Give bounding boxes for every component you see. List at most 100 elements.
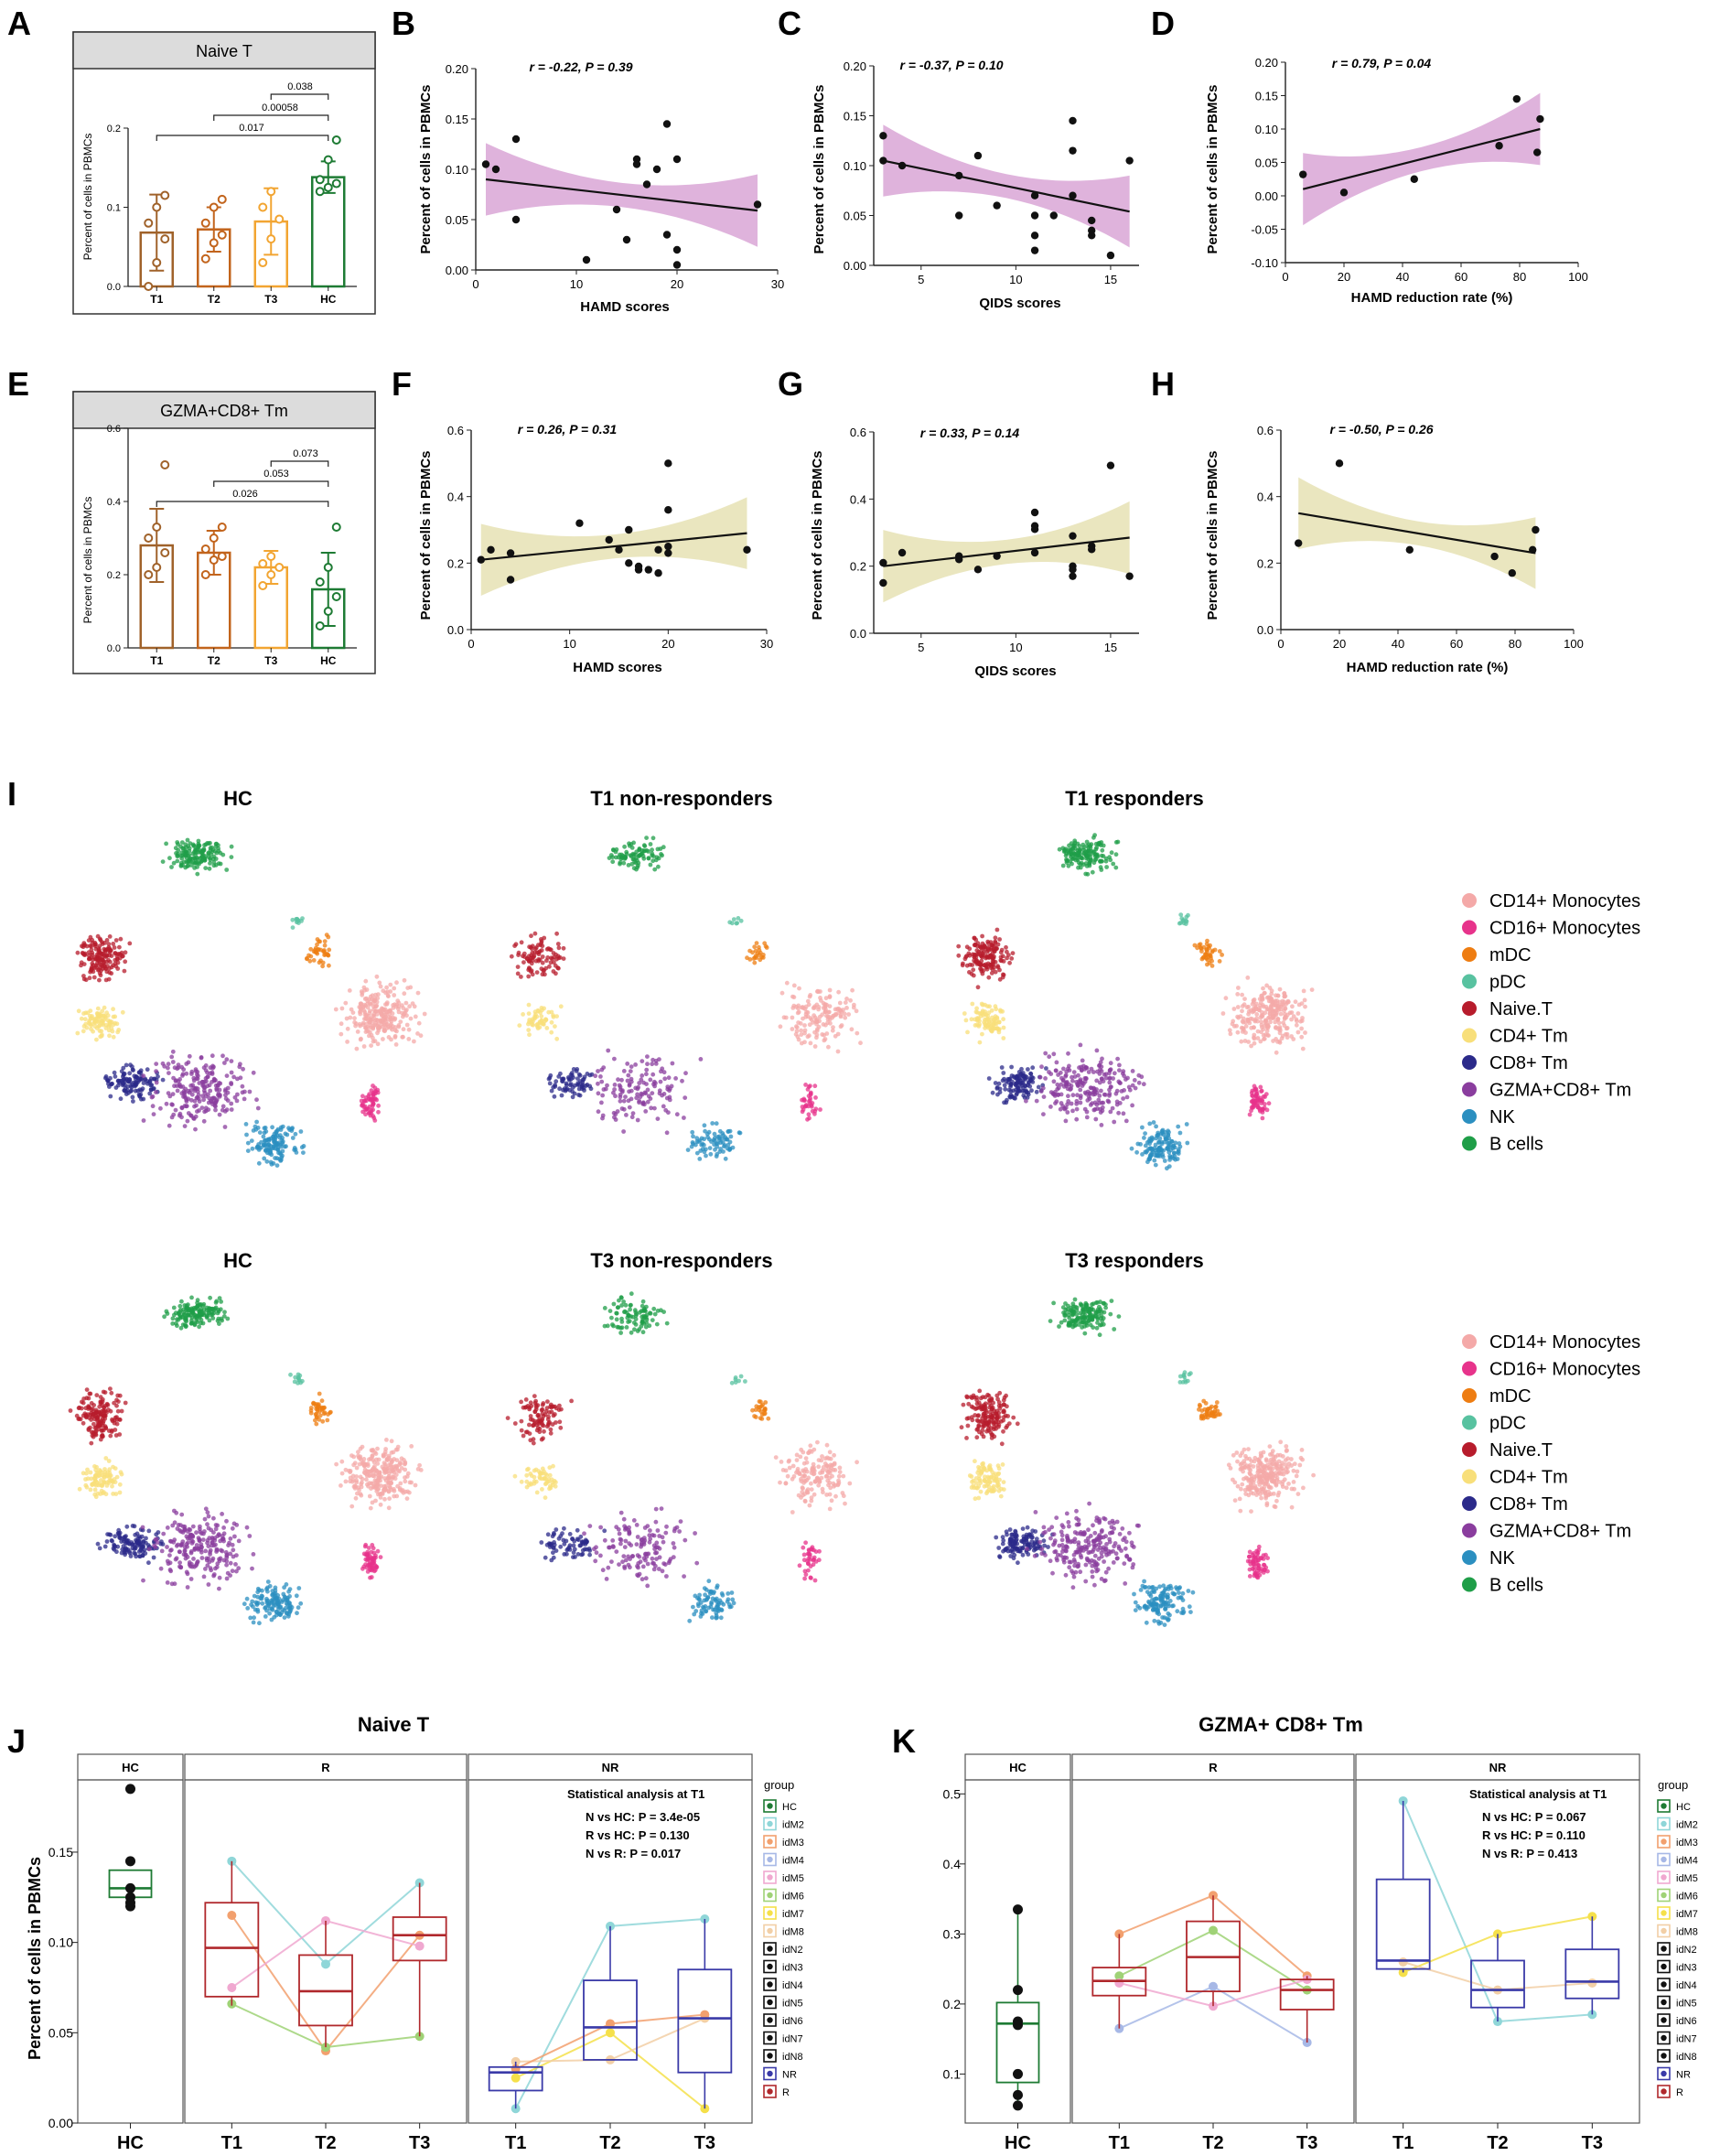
umap-cell-point (377, 980, 382, 986)
umap-cell-point (1176, 1124, 1181, 1129)
umap-cell-point (1269, 991, 1274, 997)
umap-cell-point (313, 1412, 318, 1417)
umap-cell-point (77, 1405, 82, 1410)
umap-cell-point (1002, 1083, 1007, 1088)
umap-cell-point (1112, 1071, 1117, 1076)
umap-cell-point (89, 1407, 94, 1413)
umap-cell-point (189, 1295, 194, 1300)
umap-cell-point (1245, 1018, 1251, 1022)
umap-cell-point (381, 1024, 385, 1029)
umap-cell-point (176, 1317, 181, 1322)
umap-cell-point (251, 1128, 256, 1133)
data-point (1125, 572, 1134, 580)
umap-cell-point (1172, 1145, 1177, 1150)
umap-cell-point (100, 1402, 105, 1407)
umap-cell-point (993, 959, 998, 965)
umap-cell-point (579, 1086, 585, 1092)
umap-cell-point (821, 1006, 826, 1010)
umap-cell-point (179, 1542, 185, 1547)
data-point (491, 165, 500, 174)
umap-cell-point (629, 1096, 634, 1102)
umap-cell-point (1083, 1091, 1089, 1096)
umap-cell-point (218, 1093, 222, 1098)
umap-cell-point (384, 1466, 390, 1471)
umap-cell-point (286, 1589, 291, 1594)
umap-cell-point (1099, 1123, 1104, 1127)
umap-cell-point (189, 1564, 195, 1569)
umap-cell-point (232, 1094, 238, 1100)
umap-title-r1-3: T1 responders (1065, 787, 1204, 810)
umap-cell-point (541, 1022, 546, 1027)
umap-cell-point (1153, 1142, 1158, 1148)
umap-cell-point (213, 1100, 219, 1105)
umap-cell-point (105, 1532, 110, 1536)
x-tick-label: 5 (918, 273, 924, 286)
umap-cell-point (650, 1062, 655, 1067)
umap-cell-point (84, 1387, 90, 1392)
umap-cell-point (1277, 1030, 1283, 1036)
umap-cell-point (124, 1524, 130, 1529)
umap-cell-point (207, 1318, 212, 1323)
umap-cell-point (189, 1315, 195, 1321)
data-point (898, 548, 907, 557)
umap-cell-point (1084, 1109, 1090, 1115)
umap-cell-point (158, 1566, 164, 1571)
umap-cell-point (640, 1073, 645, 1078)
umap-cell-point (260, 1601, 265, 1606)
umap-cell-point (812, 1013, 816, 1019)
y-tick-label: 0.2 (447, 556, 464, 570)
umap-cell-point (540, 954, 545, 959)
umap-cell-point (998, 958, 1004, 963)
umap-cell-point (293, 1147, 298, 1152)
umap-cell-point (339, 1459, 345, 1464)
data-point (160, 460, 170, 469)
umap-cell-point (1093, 857, 1099, 862)
umap-cell-point (361, 985, 367, 990)
umap-cell-point (247, 1534, 253, 1538)
umap-cell-point (373, 1471, 379, 1476)
umap-cell-point (178, 863, 184, 868)
umap-cell-point (154, 1090, 158, 1094)
umap-cell-point (223, 1093, 228, 1098)
data-point (217, 552, 227, 561)
significance-bracket (213, 114, 329, 121)
umap-cell-point (1000, 954, 1005, 959)
umap-cell-point (796, 1009, 801, 1015)
umap-cell-point (89, 1418, 93, 1422)
umap-cell-point (354, 1465, 360, 1471)
umap-cell-point (95, 1541, 101, 1547)
umap-cell-point (515, 965, 521, 969)
umap-cell-point (838, 1014, 844, 1019)
umap-cell-point (179, 1064, 185, 1070)
umap-cell-point (1257, 1006, 1263, 1010)
umap-cell-point (828, 1020, 833, 1026)
umap-cell-point (990, 943, 995, 948)
x-tick-label: 15 (1104, 641, 1117, 654)
umap-cell-point (1056, 1085, 1061, 1091)
umap-cell-point (1098, 865, 1103, 870)
umap-cell-point (250, 1566, 254, 1571)
umap-cell-point (1240, 1019, 1245, 1024)
umap-cell-point (726, 1128, 731, 1134)
umap-cell-point (243, 1122, 249, 1127)
umap-cell-point (109, 1478, 114, 1483)
umap-cell-point (97, 977, 102, 983)
umap-cell-point (199, 857, 205, 863)
umap-cell-point (175, 1526, 180, 1531)
panel-letter-e: E (7, 365, 29, 403)
umap-cell-point (373, 1482, 379, 1488)
umap-cell-point (68, 1408, 73, 1413)
umap-cell-point (195, 871, 200, 877)
data-point (879, 132, 887, 140)
panel-g-xlabel: QIDS scores (974, 663, 1056, 679)
umap-cell-point (1064, 1083, 1069, 1088)
umap-cell-point (1152, 1146, 1157, 1150)
umap-cell-point (199, 1556, 205, 1560)
umap-cell-point (392, 1028, 398, 1033)
umap-cell-point (627, 841, 631, 846)
umap-cell-point (577, 1093, 583, 1098)
umap-cell-point (1069, 1101, 1074, 1106)
umap-cell-point (109, 971, 114, 976)
data-point (1030, 211, 1039, 220)
umap-cell-point (100, 1396, 105, 1402)
